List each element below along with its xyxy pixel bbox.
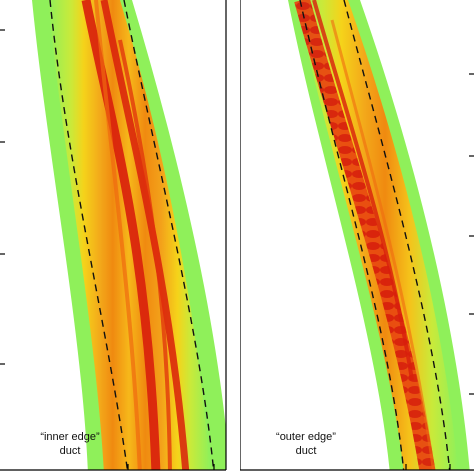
duct-boundary-inner	[299, 0, 405, 470]
ridge-faint	[330, 19, 435, 470]
ridge-secondary	[312, 0, 414, 381]
outer-edge-plot	[240, 0, 474, 471]
caption-inner-edge: “inner edge” duct	[10, 430, 130, 458]
caption-line-1: “outer edge”	[276, 431, 336, 443]
duct-boundary-outer	[123, 0, 215, 470]
inner-edge-plot	[0, 0, 227, 471]
ridge-main	[294, 0, 436, 470]
right-axis-ticks	[405, 73, 474, 470]
caption-line-1: “inner edge”	[40, 431, 100, 443]
panel-outer-edge-duct: “outer edge” duct	[240, 0, 474, 474]
caption-outer-edge: “outer edge” duct	[246, 430, 366, 458]
panel-inner-edge-duct: “inner edge” duct	[0, 0, 232, 474]
ridge-4	[94, 0, 142, 470]
duct-boundary-outer	[343, 0, 451, 470]
ridge-1	[81, 0, 161, 470]
ridge-3	[118, 39, 172, 470]
caption-line-2: duct	[295, 445, 317, 457]
left-axis-ticks	[0, 29, 215, 470]
caption-line-2: duct	[59, 445, 81, 457]
duct-boundary-inner	[49, 0, 129, 470]
ridge-2	[100, 0, 190, 470]
